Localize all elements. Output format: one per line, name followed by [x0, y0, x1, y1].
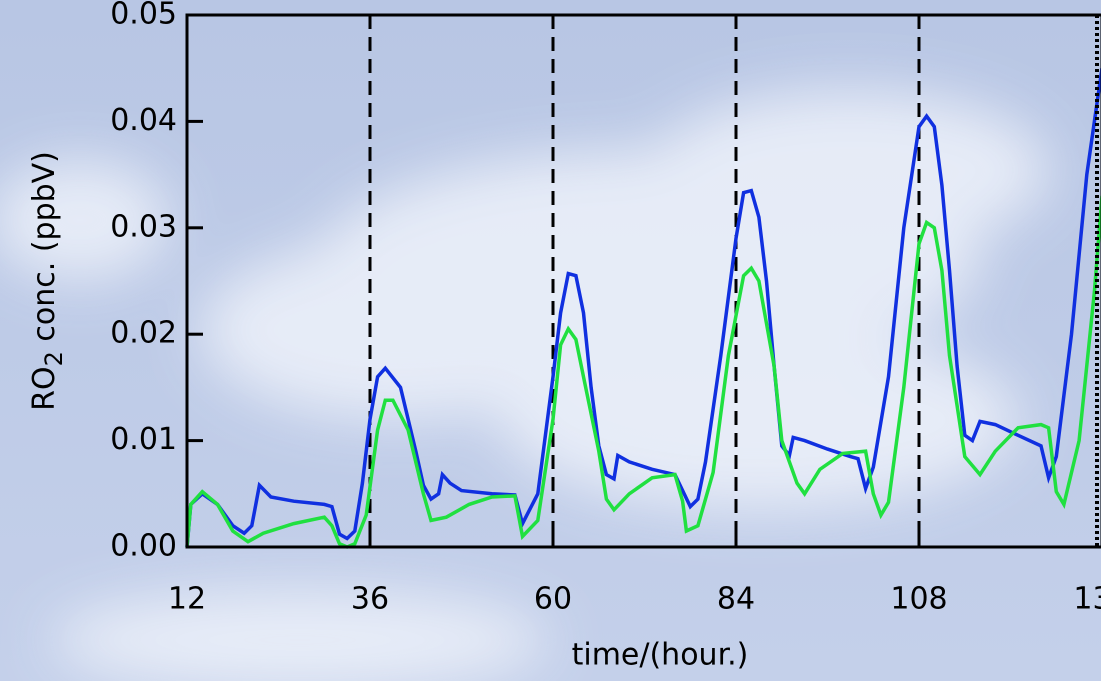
- x-tick-label: 108: [890, 582, 947, 617]
- y-label-sub: 2: [40, 351, 68, 366]
- x-tick-label: 84: [717, 582, 755, 617]
- y-tick-label: 0.04: [110, 103, 177, 138]
- y-axis-label: RO2 conc. (ppbV): [27, 151, 69, 411]
- clouds: [0, 90, 1050, 681]
- x-tick-label: 60: [534, 582, 572, 617]
- y-tick-label: 0.05: [110, 0, 177, 32]
- y-tick-label: 0.02: [110, 316, 177, 351]
- y-tick-label: 0.01: [110, 422, 177, 457]
- y-label-main: RO: [27, 366, 62, 410]
- y-tick-label: 0.03: [110, 209, 177, 244]
- x-tick-label: 36: [351, 582, 389, 617]
- y-tick-label: 0.00: [110, 529, 177, 564]
- x-tick-label: 132: [1073, 582, 1101, 617]
- x-axis-label: time/(hour.): [572, 638, 749, 673]
- data-line: [185, 67, 1101, 548]
- x-tick-label: 12: [168, 582, 206, 617]
- data-line: [185, 195, 1101, 549]
- plot-frame: [185, 13, 1101, 549]
- y-label-rest: conc. (ppbV): [27, 151, 62, 351]
